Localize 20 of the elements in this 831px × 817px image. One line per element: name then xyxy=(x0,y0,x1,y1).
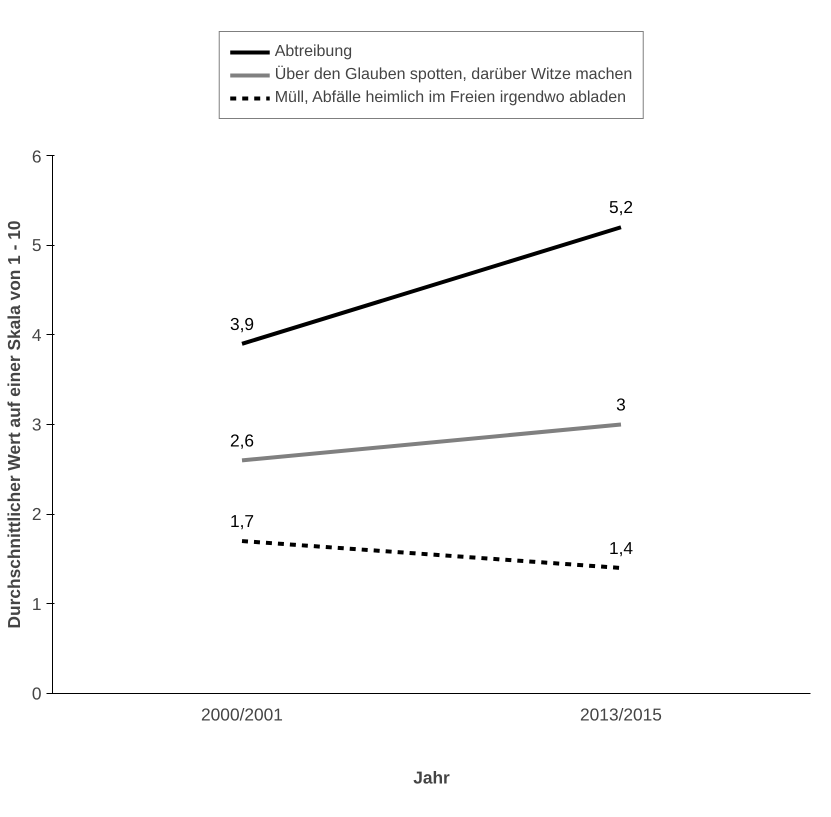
data-label: 1,4 xyxy=(608,538,634,558)
data-label: 5,2 xyxy=(608,197,634,218)
y-axis-title: Durchschnittlicher Wert auf einer Skala von 1 - 10 xyxy=(4,220,24,628)
data-label: 1,7 xyxy=(230,511,254,532)
legend-label: Abtreibung xyxy=(274,43,352,61)
y-tick-label: 3 xyxy=(32,414,42,434)
y-tick-label: 1 xyxy=(32,594,42,614)
legend-label: Müll, Abfälle heimlich im Freien irgendwo abladen xyxy=(274,89,626,107)
data-label: 3 xyxy=(616,394,626,414)
x-tick-label: 2000/2001 xyxy=(201,704,283,724)
y-tick-label: 5 xyxy=(32,235,42,256)
y-tick-label: 4 xyxy=(32,324,42,345)
y-tick-label: 2 xyxy=(32,504,42,524)
x-tick-label: 2013/2015 xyxy=(580,704,662,724)
x-axis-title: Jahr xyxy=(413,768,450,788)
data-label: 2,6 xyxy=(230,430,254,450)
legend-label: Über den Glauben spotten, darüber Witze machen xyxy=(274,66,632,84)
y-tick-label: 0 xyxy=(32,684,42,704)
y-tick-label: 6 xyxy=(32,146,42,166)
data-label: 3,9 xyxy=(230,314,254,334)
